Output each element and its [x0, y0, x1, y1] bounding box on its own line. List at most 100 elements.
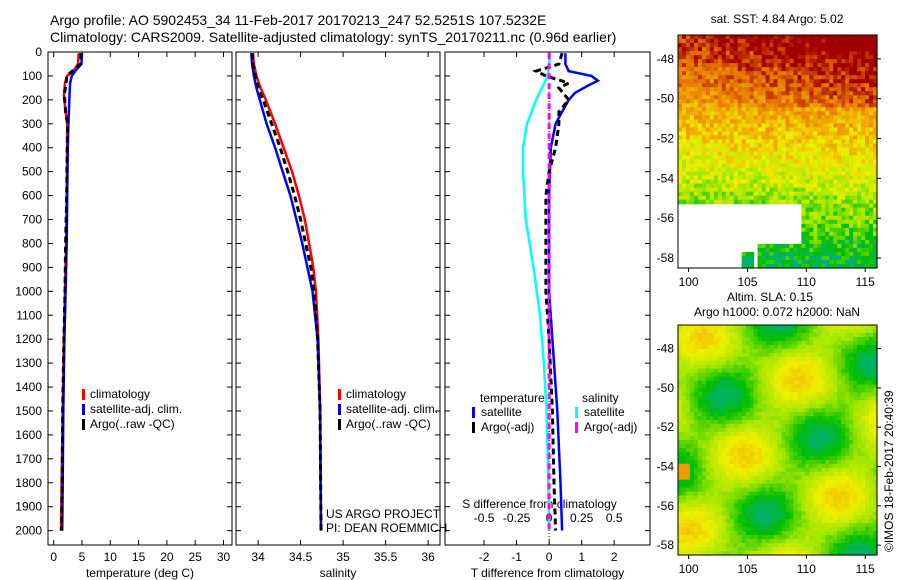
- map-cell: [701, 155, 707, 161]
- map-cell: [833, 344, 838, 350]
- map-cell: [737, 368, 743, 374]
- map-cell: [861, 51, 866, 56]
- map-cell: [809, 440, 814, 445]
- map-cell: [705, 163, 711, 169]
- map-cell: [837, 412, 842, 417]
- map-cell: [697, 329, 703, 334]
- map-cell: [861, 499, 866, 505]
- map-cell: [821, 264, 826, 269]
- map-cell: [849, 171, 854, 177]
- map-cell: [789, 499, 794, 505]
- map-cell: [745, 451, 751, 457]
- map-cell: [853, 203, 858, 209]
- map-cell: [817, 103, 822, 108]
- map-cell: [701, 428, 707, 433]
- map-cell: [805, 179, 810, 185]
- map-cell: [769, 404, 775, 409]
- map-cell: [853, 139, 858, 144]
- map-cell: [749, 447, 755, 453]
- map-cell: [841, 432, 846, 437]
- map-cell: [865, 231, 870, 237]
- map-cell: [829, 203, 834, 209]
- map-cell: [729, 475, 735, 481]
- map-cell: [777, 83, 783, 88]
- map-cell: [869, 207, 874, 213]
- map-cell: [797, 495, 802, 501]
- map-cell: [765, 360, 771, 366]
- map-cell: [682, 356, 687, 362]
- map-cell: [765, 471, 771, 477]
- map-cell: [853, 459, 858, 465]
- map-cell: [717, 459, 723, 465]
- map-cell: [869, 329, 874, 334]
- map-cell: [841, 384, 846, 390]
- map-cell: [833, 51, 838, 56]
- map-cell: [721, 119, 727, 124]
- map-cell: [865, 491, 870, 497]
- map-cell: [841, 51, 846, 56]
- map-cell: [825, 400, 830, 405]
- map-cell: [709, 368, 715, 374]
- map-cell: [845, 131, 850, 136]
- map-cell: [717, 115, 723, 120]
- map-cell: [705, 95, 711, 100]
- map-cell: [789, 368, 794, 374]
- map-cell: [821, 111, 826, 116]
- map-cell: [841, 195, 846, 201]
- map-cell: [686, 195, 691, 201]
- map-cell: [693, 123, 699, 128]
- map-cell: [721, 436, 727, 441]
- map-cell: [686, 475, 691, 481]
- map-cell: [682, 372, 687, 378]
- map-cell: [737, 444, 743, 449]
- map-cell: [813, 71, 818, 76]
- map-cell: [777, 459, 783, 465]
- map-cell: [845, 255, 850, 261]
- map-cell: [873, 340, 878, 346]
- map-cell: [769, 43, 775, 48]
- map-cell: [749, 171, 755, 177]
- map-cell: [857, 495, 862, 501]
- map-cell: [717, 191, 723, 197]
- map-cell: [781, 416, 787, 421]
- map-cell: [769, 416, 775, 421]
- map-cell: [689, 103, 695, 108]
- map-cell: [805, 55, 810, 60]
- map-cell: [721, 139, 727, 144]
- map-cell: [725, 111, 731, 116]
- map-cell: [845, 219, 850, 225]
- map-cell: [729, 352, 735, 358]
- map-cell: [753, 487, 759, 493]
- map-cell: [741, 420, 747, 425]
- map-cell: [801, 491, 806, 497]
- map-cell: [789, 179, 794, 185]
- map-cell: [713, 71, 719, 76]
- map-cell: [709, 195, 715, 201]
- map-cell: [781, 332, 787, 338]
- map-cell: [785, 340, 791, 346]
- map-cell: [689, 71, 695, 76]
- map-cell: [853, 483, 858, 489]
- x-tick-label: 35: [336, 550, 350, 564]
- map-cell: [769, 451, 775, 457]
- map-cell: [849, 495, 854, 501]
- map-cell: [849, 412, 854, 417]
- map-cell: [793, 444, 798, 449]
- map-cell: [841, 163, 846, 169]
- map-cell: [869, 203, 874, 209]
- map-cell: [817, 95, 822, 100]
- map-cell: [753, 63, 759, 68]
- map-cell: [737, 167, 743, 173]
- map-cell: [793, 91, 798, 96]
- map-cell: [678, 195, 683, 201]
- map-cell: [841, 483, 846, 489]
- legend-swatch: [472, 422, 475, 433]
- map-cell: [861, 115, 866, 120]
- y-tick-label: 0: [35, 45, 42, 59]
- map-cell: [809, 352, 814, 358]
- map-cell: [849, 71, 854, 76]
- map-cell: [729, 79, 735, 84]
- map-cell: [873, 495, 878, 501]
- map-cell: [805, 479, 810, 485]
- map-cell: [809, 223, 814, 229]
